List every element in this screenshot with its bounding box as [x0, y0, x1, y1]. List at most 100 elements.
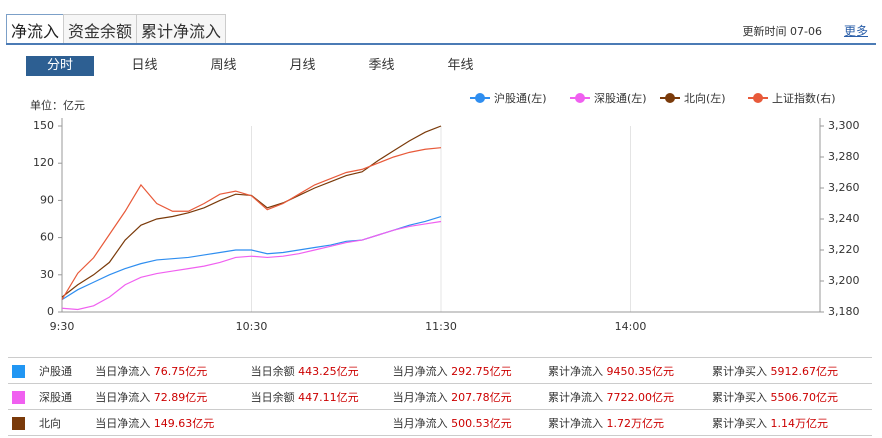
tab[interactable]: 累计净流入: [136, 14, 227, 45]
tabs: 净流入 资金余额 累计净流入: [6, 14, 227, 45]
y-tick-label: 90: [40, 193, 54, 206]
legend-marker: [753, 93, 763, 103]
row-name-cell: 北向: [8, 409, 92, 436]
period-tab[interactable]: 月线: [289, 58, 316, 73]
cell-label: 当日净流入: [95, 416, 151, 430]
legend-label: 北向(左): [684, 91, 726, 105]
line: [61, 147, 442, 300]
tab[interactable]: 资金余额: [63, 14, 138, 45]
y-tick-label: 120: [33, 156, 54, 169]
update-label: 更新时间: [742, 25, 787, 38]
cell-label: 当月净流入: [392, 364, 448, 378]
cell-label: 当日余额: [250, 364, 295, 378]
cell: 累计净买入 1.14万亿元: [707, 409, 872, 436]
legend-marker: [575, 93, 585, 103]
row-name: 深股通: [39, 390, 72, 404]
x-tick-label: 9:30: [50, 320, 75, 333]
cell: 当日余额 443.25亿元: [246, 357, 389, 384]
cell-label: 累计净流入: [548, 364, 603, 378]
cell: 累计净买入 5506.70亿元: [707, 383, 872, 410]
tab[interactable]: 净流入: [6, 14, 65, 45]
cell: 当月净流入 207.78亿元: [388, 383, 544, 410]
cell-value: 5506.70亿元: [770, 390, 838, 404]
table-row: 北向 当日净流入 149.63亿元 当月净流入 500.53亿元 累计净流入 1.72…: [8, 409, 872, 436]
y2-tick-label: 3,260: [828, 181, 860, 194]
row-name: 北向: [39, 416, 61, 430]
y2-tick-label: 3,280: [828, 150, 860, 163]
cell-value: 500.53亿元: [451, 416, 512, 430]
cell-label: 当月净流入: [392, 416, 448, 430]
cell-value: 5912.67亿元: [770, 364, 838, 378]
legend-label: 上证指数(右): [772, 91, 836, 105]
line: [61, 220, 442, 311]
cell-value: 447.11亿元: [298, 390, 359, 404]
cell: 累计净流入 9450.35亿元: [544, 357, 708, 384]
legend-marker: [475, 93, 485, 103]
y-tick-label: 0: [47, 305, 54, 318]
y2-tick-label: 3,300: [828, 119, 860, 132]
table-row: 深股通 当日净流入 72.89亿元 当日余额 447.11亿元 当月净流入 207.7…: [8, 383, 872, 410]
periods: 分时 日线 周线 月线 季线 年线: [26, 56, 500, 76]
update-time: 07-06: [790, 25, 822, 38]
y-tick-label: 60: [40, 231, 54, 244]
cell-value: 1.72万亿元: [606, 416, 665, 430]
summary-table: 沪股通 当日净流入 76.75亿元 当日余额 443.25亿元 当月净流入 292.7…: [8, 357, 872, 436]
legend-label: 深股通(左): [594, 92, 647, 105]
x-tick-label: 11:30: [425, 320, 457, 333]
cell-value: 7722.00亿元: [606, 390, 675, 404]
cell-label: 当日净流入: [95, 390, 151, 404]
cell-label: 当日余额: [250, 390, 295, 404]
y2-tick-label: 3,240: [828, 212, 860, 225]
cell: 当日余额 447.11亿元: [246, 383, 389, 410]
cell: 当日净流入 149.63亿元: [91, 409, 247, 436]
y2-tick-label: 3,220: [828, 243, 860, 256]
period-tab[interactable]: 日线: [131, 58, 158, 73]
cell-value: 9450.35亿元: [606, 364, 675, 378]
cell: 当月净流入 292.75亿元: [388, 357, 544, 384]
y2-tick-label: 3,180: [828, 305, 860, 318]
x-tick-label: 10:30: [236, 320, 268, 333]
cell-label: 累计净买入: [711, 364, 767, 378]
period-tab[interactable]: 年线: [447, 58, 474, 73]
y-tick-label: 150: [33, 119, 54, 132]
color-swatch: [12, 391, 25, 404]
legend-label: 沪股通(左): [494, 91, 547, 105]
cell-label: 当日净流入: [95, 364, 151, 378]
cell-label: 累计净流入: [548, 416, 603, 430]
unit: 单位：亿元: [30, 98, 85, 112]
cell-value: 207.78亿元: [451, 390, 512, 404]
cell: 累计净流入 1.72万亿元: [544, 409, 708, 436]
color-swatch: [12, 365, 25, 378]
chart: 单位：亿元 9:30 10:30 11:30 14:00 0 30 60 90 120 150 3,…: [30, 91, 860, 333]
cell: 累计净买入 5912.67亿元: [707, 357, 872, 384]
cell: 累计净流入 7722.00亿元: [544, 383, 708, 410]
table-row: 沪股通 当日净流入 76.75亿元 当日余额 443.25亿元 当月净流入 292.7…: [8, 357, 872, 384]
cell-value: 72.89亿元: [153, 390, 208, 404]
cell-label: 累计净流入: [548, 390, 603, 404]
cell-value: 292.75亿元: [451, 364, 512, 378]
period-tab[interactable]: 周线: [210, 58, 237, 73]
color-swatch: [12, 417, 25, 430]
period-tab[interactable]: 分时: [26, 56, 94, 76]
cell-label: 累计净买入: [711, 416, 767, 430]
cell-value: 149.63亿元: [153, 416, 215, 430]
more-link[interactable]: 更多: [843, 24, 868, 38]
update: 更新时间 07-06: [743, 23, 822, 39]
cell: 当日净流入 72.89亿元: [91, 383, 247, 410]
period-tab[interactable]: 季线: [368, 58, 395, 73]
cell: [246, 409, 389, 436]
divider: [6, 43, 876, 45]
cell: 当日净流入 76.75亿元: [91, 357, 247, 384]
row-name-cell: 沪股通: [8, 357, 92, 384]
y2-tick-label: 3,200: [828, 274, 860, 287]
cell-value: 76.75亿元: [153, 364, 208, 378]
cell-value: 1.14万亿元: [770, 416, 828, 430]
cell: 当月净流入 500.53亿元: [388, 409, 544, 436]
row-name-cell: 深股通: [8, 383, 92, 410]
cell-value: 443.25亿元: [298, 364, 359, 378]
row-name: 沪股通: [39, 364, 72, 378]
cell-label: 当月净流入: [392, 390, 448, 404]
legend-marker: [665, 93, 675, 103]
x-tick-label: 14:00: [615, 320, 647, 333]
